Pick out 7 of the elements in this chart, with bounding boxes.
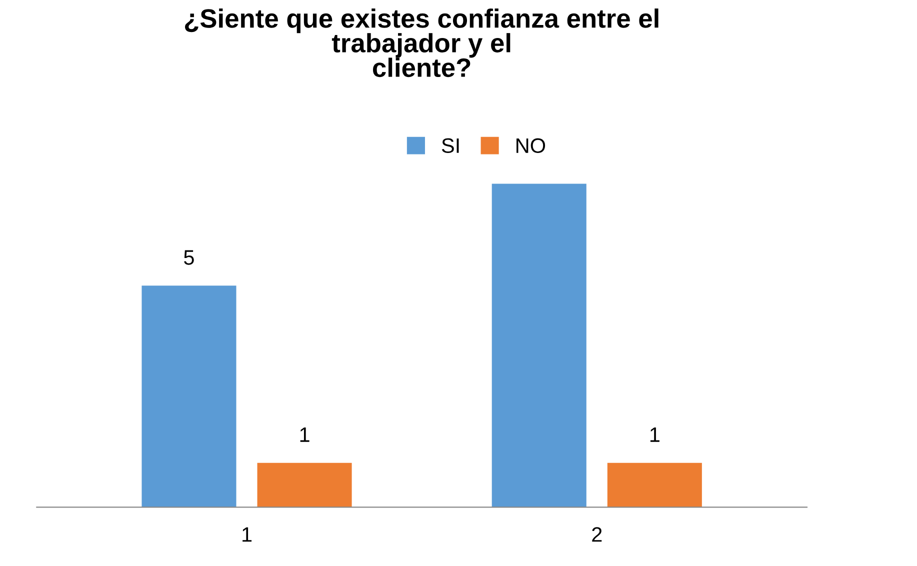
legend-label: SI xyxy=(442,138,459,154)
chart-title: ¿Siente que existes confianza entre el trabajador y el cliente? xyxy=(184,8,658,78)
data-label: 1 xyxy=(650,428,660,442)
legend-label: NO xyxy=(516,138,546,154)
x-tick-label: 2 xyxy=(592,527,602,542)
data-label: 1 xyxy=(300,428,310,442)
data-label: 5 xyxy=(184,250,194,265)
